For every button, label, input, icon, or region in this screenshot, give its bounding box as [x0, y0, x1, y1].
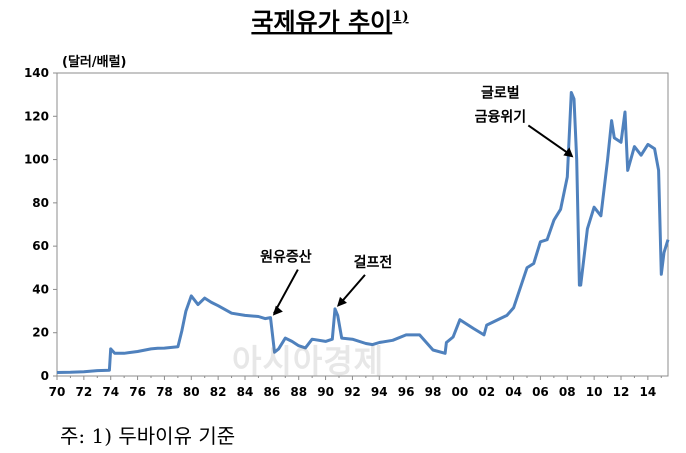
annotation-arrow-head [563, 147, 574, 158]
y-tick-label: 80 [32, 196, 49, 210]
x-tick-label: 12 [613, 385, 630, 399]
annotation-gulf-war: 걸프전 [354, 254, 393, 271]
y-tick-label: 60 [32, 239, 49, 253]
x-tick-label: 76 [129, 385, 146, 399]
x-tick-label: 82 [210, 385, 227, 399]
y-tick-label: 0 [41, 369, 49, 383]
annotation-arrow-head [336, 296, 347, 307]
y-tick-label: 40 [32, 282, 49, 296]
x-tick-label: 78 [156, 385, 173, 399]
x-tick-label: 80 [183, 385, 200, 399]
annotation-arrow-head [272, 305, 283, 316]
x-tick-label: 72 [76, 385, 93, 399]
x-tick-label: 14 [640, 385, 657, 399]
x-tick-label: 86 [264, 385, 281, 399]
x-tick-label: 04 [505, 385, 522, 399]
chart-title-superscript: 1) [392, 9, 408, 25]
x-tick-label: 02 [478, 385, 495, 399]
chart-title: 국제유가 추이1) [251, 7, 408, 36]
x-tick-label: 70 [49, 385, 66, 399]
annotation-arrow-line [527, 124, 572, 157]
chart-title-text: 국제유가 추이 [251, 7, 392, 36]
annotation-oil-increase: 원유증산 [260, 249, 312, 266]
y-tick-label: 100 [24, 153, 49, 167]
y-tick-label: 20 [32, 326, 49, 340]
x-tick-label: 90 [317, 385, 334, 399]
x-tick-label: 96 [398, 385, 415, 399]
x-tick-label: 06 [532, 385, 549, 399]
y-unit-label: (달러/배럴) [62, 54, 126, 70]
x-tick-label: 74 [102, 385, 119, 399]
plot-frame [56, 72, 669, 377]
x-tick-label: 84 [237, 385, 254, 399]
y-tick-label: 120 [24, 109, 49, 123]
x-tick-label: 10 [586, 385, 603, 399]
x-tick-label: 98 [425, 385, 442, 399]
x-tick-label: 00 [452, 385, 469, 399]
annotation-global-crisis-line1: 글로벌 [481, 84, 520, 101]
annotation-arrow-line [272, 269, 299, 315]
annotation-global-crisis-line2: 금융위기 [475, 109, 527, 125]
footnote: 주: 1) 두바이유 기준 [60, 424, 236, 448]
x-tick-label: 94 [371, 385, 388, 399]
y-tick-label: 140 [24, 66, 49, 80]
x-tick-label: 92 [344, 385, 361, 399]
x-tick-label: 88 [290, 385, 307, 399]
oil-price-line [56, 91, 670, 374]
watermark: 아시아경제 [232, 342, 385, 380]
x-tick-label: 08 [559, 385, 576, 399]
